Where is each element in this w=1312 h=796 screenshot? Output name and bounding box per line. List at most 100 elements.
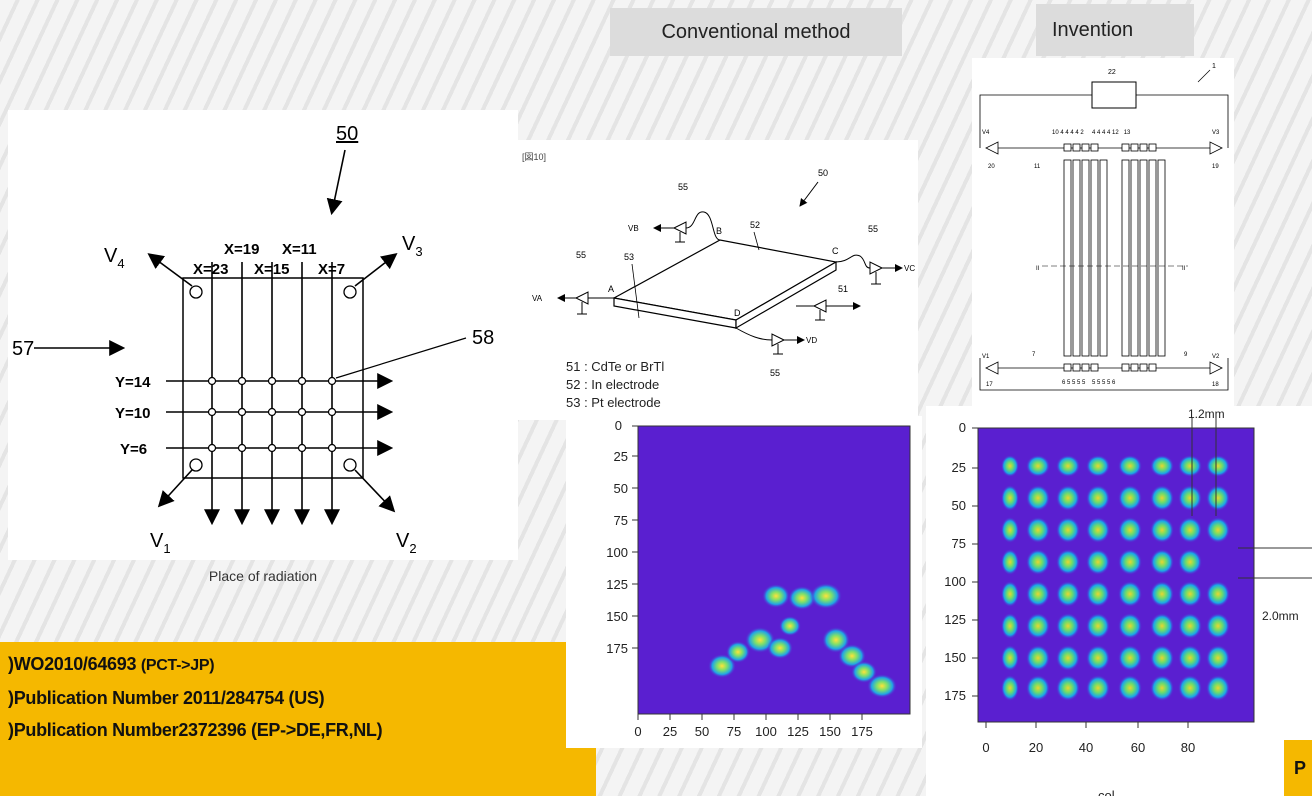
bottom-numbers: 6 5 5 5 5 5 5 5 5 6 [1062,380,1116,386]
detector-slab-side [735,260,837,330]
bottom-bus [979,358,1229,391]
response-spot [1086,549,1110,575]
response-spot [1150,485,1174,511]
vd-label: VD [806,336,817,345]
inv-x-tick-40: 40 [1079,740,1093,755]
label-II-left: II [1036,266,1040,272]
conv-y-tick-100: 100 [606,545,628,560]
response-spot [1118,613,1142,639]
ref-1-leader [1197,69,1211,83]
response-spot [1086,517,1110,543]
amplifier-c [835,254,903,285]
label-20: 20 [988,164,995,170]
corner-electrode-tl [189,285,203,299]
response-spot [1026,485,1050,511]
invention-header: Invention [1036,4,1194,56]
conv-x-tick-175: 175 [851,724,873,739]
annotation-1-2mm: 1.2mm [1188,407,1225,421]
ref-58-leader [335,337,467,379]
invention-response-plot: 1.2mm 2.0mm 0 25 50 75 100 125 150 175 0… [944,407,1312,796]
detector-strips-left [1063,159,1108,357]
conventional-response-plot: 0 25 50 75 100 125 150 175 0 25 50 75 10… [606,418,911,739]
invention-schematic: 1 22 10 4 4 4 4 2 4 4 4 4 12 13 V4 V3 20… [979,63,1229,391]
position-detection-schematic: 50 X=19 X=11 X=23 X=15 X=7 Y=14 Y=10 Y=6 [12,123,494,556]
response-spot [1086,645,1110,671]
inv-y-tick-25: 25 [952,460,966,475]
ref-22-label: 22 [1108,69,1116,76]
corner-c-label: C [832,246,839,256]
pub-number-3: Publication Number2372396 (EP->DE,FR,NL) [13,720,383,740]
response-spot [1026,581,1050,607]
inv-blob-grid [1001,455,1230,701]
detector-square [182,277,364,479]
top-numbers: 10 4 4 4 4 2 4 4 4 4 12 13 [1052,130,1131,136]
legend-item-51: 51 : CdTe or BrTl [566,359,665,374]
response-spot [1001,613,1019,639]
conv-y-tick-125: 125 [606,577,628,592]
bullet-3: ) [8,720,14,740]
inv-y-ticks [972,427,978,697]
caption-text: Place of radiation [208,568,318,584]
response-spot [1150,455,1174,477]
response-spot [1178,581,1202,607]
inv-y-tick-50: 50 [952,498,966,513]
inv-y-tick-175: 175 [944,688,966,703]
response-spot [1086,485,1110,511]
ref-1-label: 1 [1212,63,1216,70]
v2-inv-label: V2 [1212,354,1220,360]
corner-b-label: B [716,226,722,236]
conv-y-tick-25: 25 [614,449,628,464]
response-spot [1118,581,1142,607]
amp-top-left [985,141,999,155]
response-spot [1118,549,1142,575]
publication-line-1: )WO2010/64693 (PCT->JP) [8,648,588,682]
top-bus-right [1136,94,1229,148]
response-spot [1026,645,1050,671]
response-spot [1056,485,1080,511]
top-pads [1063,143,1157,152]
response-spot [1001,645,1019,671]
response-spot [1178,455,1202,477]
response-spot [1026,455,1050,477]
label-11: 11 [1034,164,1041,170]
response-spot [1056,613,1080,639]
legend-item-52: 52 : In electrode [566,377,660,392]
response-spot [1178,613,1202,639]
detector-strips-right [1121,159,1166,357]
position-detection-diagram [8,110,518,560]
bullet-1: ) [8,654,14,674]
response-spot [1178,675,1202,701]
processor-box [1091,81,1137,109]
ref-50-conv-label: 50 [818,168,828,178]
conv-x-tick-150: 150 [819,724,841,739]
response-spot [1086,581,1110,607]
label-7: 7 [1032,352,1036,358]
response-spot [1118,455,1142,477]
response-spot [1206,581,1230,607]
response-spot [1206,485,1230,511]
conv-x-tick-50: 50 [695,724,709,739]
response-spot [1118,485,1142,511]
response-spot [1026,675,1050,701]
corner-label-box: P [1284,740,1312,796]
inv-x-ticks [985,722,1189,728]
amp-bottom-right [1209,361,1223,375]
response-spot [1150,581,1174,607]
corner-electrode-br [343,458,357,472]
response-spot [1178,485,1202,511]
label-18: 18 [1212,382,1219,388]
bullet-2: ) [8,688,14,708]
response-spot [1001,455,1019,477]
x-label-23: X=23 [193,261,228,278]
ref-52-leader [753,231,760,251]
fig-number-label: [図10] [522,152,546,162]
response-spot [1206,517,1230,543]
response-spot [1118,645,1142,671]
inv-x-axis-label: col [1098,788,1115,796]
response-spot [1056,675,1080,701]
inv-y-tick-0: 0 [959,420,966,435]
label-II-right: II [1182,266,1186,272]
amp-top-right [1209,141,1223,155]
amplifier-b [653,211,721,243]
v1-label: V1 [150,530,171,556]
